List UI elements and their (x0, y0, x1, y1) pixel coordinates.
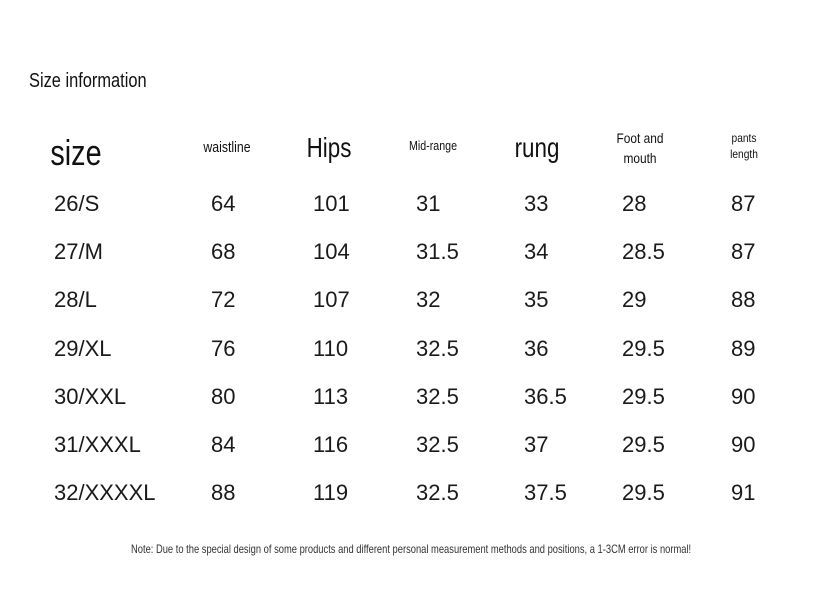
measurement: 36.5 (524, 383, 567, 409)
column-header: rung (514, 132, 560, 163)
measurement: 87 (731, 239, 756, 265)
measurement: 29 (622, 287, 647, 313)
measurement: 64 (211, 191, 236, 216)
measurement: 37 (524, 432, 549, 457)
measurement: 29.5 (622, 335, 665, 361)
measurement: 84 (211, 432, 236, 457)
measurement: 87 (731, 191, 756, 216)
size-label: 29/XL (54, 335, 112, 361)
measurement: 29.5 (622, 480, 665, 506)
column-header: Mid-range (409, 138, 457, 153)
measurement: 31.5 (416, 239, 459, 265)
measurement: 104 (313, 239, 350, 265)
size-label: 31/XXXL (54, 432, 141, 457)
measurement: 80 (211, 383, 236, 409)
measurement: 37.5 (524, 480, 567, 506)
measurement: 88 (731, 287, 756, 313)
measurement: 34 (524, 239, 549, 265)
measurement: 68 (211, 239, 236, 265)
measurement: 90 (731, 432, 756, 457)
size-label: 30/XXL (54, 383, 127, 409)
measurement: 33 (524, 191, 549, 216)
footnote: Note: Due to the special design of some … (131, 542, 692, 556)
measurement: 91 (731, 480, 756, 506)
measurement: 72 (211, 287, 236, 313)
column-header: waistline (203, 139, 251, 156)
measurement: 89 (731, 335, 756, 361)
measurement: 88 (211, 480, 236, 506)
measurement: 90 (731, 383, 756, 409)
measurement: 101 (313, 191, 350, 216)
measurement: 76 (211, 335, 236, 361)
measurement: 116 (313, 432, 349, 457)
measurement: 35 (524, 287, 549, 313)
size-label: 28/L (54, 287, 97, 313)
measurement: 31 (416, 191, 441, 216)
measurement: 32.5 (416, 432, 459, 457)
measurement: 32.5 (416, 480, 459, 506)
measurement: 36 (524, 335, 549, 361)
size-label: 26/S (54, 191, 100, 216)
column-header: Foot and mouth (616, 130, 664, 166)
measurement: 29.5 (622, 383, 665, 409)
measurement: 119 (313, 480, 349, 506)
measurement: 32.5 (416, 335, 459, 361)
size-label: 32/XXXXL (54, 480, 156, 506)
column-header: size (50, 132, 102, 173)
measurement: 28.5 (622, 239, 665, 265)
measurement: 29.5 (622, 432, 665, 457)
column-header: Hips (306, 132, 352, 163)
measurement: 113 (313, 383, 349, 409)
measurement: 110 (313, 335, 349, 361)
measurement: 107 (313, 287, 350, 313)
measurement: 32 (416, 287, 441, 313)
size-label: 27/M (54, 239, 103, 265)
measurement: 32.5 (416, 383, 459, 409)
column-header: pants length (730, 131, 758, 161)
measurement: 28 (622, 191, 647, 216)
page-title: Size information (29, 70, 147, 92)
